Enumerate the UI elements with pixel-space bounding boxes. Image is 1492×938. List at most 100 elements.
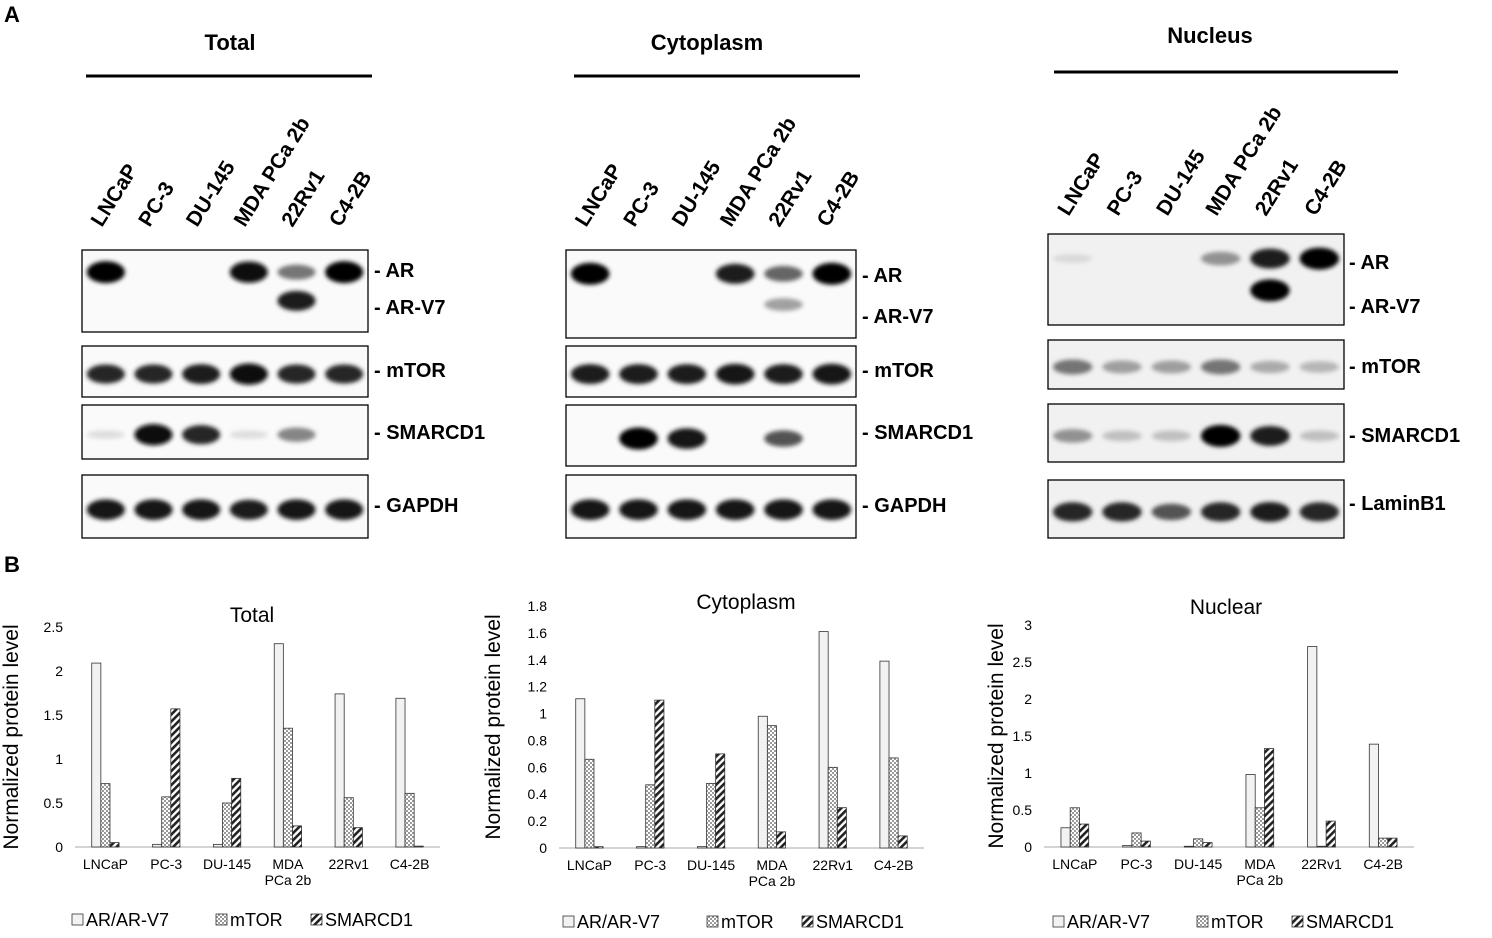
band — [1102, 360, 1142, 374]
bar-smarcd1-du-145 — [715, 753, 726, 849]
legend-swatch-smarcd1 — [310, 913, 323, 926]
bar-smarcd1-mda-pca-2b — [776, 831, 787, 849]
x-tick-label: PC-3 — [634, 857, 666, 873]
bar-mtor-22rv1 — [343, 797, 354, 848]
bar-ar-ar-v7-22rv1 — [818, 631, 829, 849]
band — [1250, 425, 1290, 446]
bar-mtor-lncap — [1069, 807, 1080, 848]
x-tick-label: PCa 2b — [749, 873, 796, 889]
blot-strip-ar — [565, 249, 857, 339]
legend-label-mtor: mTOR — [1211, 912, 1264, 932]
band-label-mtor: - mTOR — [1349, 356, 1421, 378]
bar-smarcd1-22rv1 — [1325, 820, 1336, 848]
y-tick-label: 0.5 — [1013, 802, 1033, 818]
band — [812, 499, 852, 520]
x-tick-label: PC-3 — [150, 856, 182, 872]
blot-strip-smarcd1 — [81, 404, 369, 460]
legend-label-mtor: mTOR — [230, 910, 283, 930]
band — [182, 364, 221, 384]
x-tick-label: LNCaP — [83, 856, 128, 872]
bar-chart-cytoplasm: Cytoplasm Normalized protein level 0 0.2 0.4… — [482, 591, 924, 932]
band — [1299, 247, 1340, 270]
band — [619, 499, 658, 520]
bar-mtor-du-145 — [222, 802, 233, 848]
band-label-gapdh: - GAPDH — [862, 495, 946, 517]
band — [619, 364, 658, 384]
band — [1102, 502, 1142, 522]
band-label-smarcd1: - SMARCD1 — [374, 422, 485, 444]
y-tick-label: 0 — [1024, 839, 1032, 855]
bar-smarcd1-pc-3 — [170, 708, 181, 848]
band — [667, 499, 707, 520]
band — [764, 430, 803, 447]
lane-label-22rv1: 22Rv1 — [1251, 155, 1303, 220]
bar-mtor-pc-3 — [645, 784, 656, 849]
bar-smarcd1-22rv1 — [836, 807, 847, 849]
bar-mtor-du-145 — [1193, 838, 1204, 848]
legend-label-mtor: mTOR — [721, 912, 774, 932]
bar-smarcd1-22rv1 — [352, 827, 363, 848]
band-label-ar-v7: - AR-V7 — [1349, 296, 1420, 318]
legend-label-smarcd1: SMARCD1 — [1306, 912, 1394, 932]
bar-ar-ar-v7-mda-pca-2b — [1245, 774, 1256, 848]
y-tick-label: 1.8 — [528, 598, 548, 614]
band — [277, 290, 316, 311]
band — [764, 364, 803, 384]
band — [134, 424, 173, 446]
band-label-gapdh: - GAPDH — [374, 495, 458, 517]
lane-label-22rv1: 22Rv1 — [277, 166, 329, 231]
y-tick-label: 0 — [539, 840, 547, 856]
x-tick-label: MDA — [272, 856, 304, 872]
panel-label-a: A — [4, 2, 20, 27]
legend-swatch-ar-ar-v7 — [562, 915, 575, 928]
bar-mtor-mda-pca-2b — [1254, 807, 1265, 848]
y-tick-label: 3 — [1024, 617, 1032, 633]
bar-ar-ar-v7-pc-3 — [152, 843, 163, 848]
chart-title: Cytoplasm — [696, 591, 795, 614]
bar-chart-total: Total Normalized protein level 0 0.5 1 1.5 2 2.… — [0, 604, 440, 930]
legend-swatch-smarcd1 — [801, 915, 814, 928]
y-axis-label: Normalized protein level — [985, 623, 1008, 848]
blot-strip-mtor — [1047, 339, 1345, 390]
bar-smarcd1-c4-2b — [897, 835, 908, 849]
panel-label-b: B — [4, 552, 20, 577]
y-tick-label: 1.6 — [528, 625, 548, 641]
band — [1052, 502, 1093, 522]
band — [277, 499, 316, 520]
band-label-ar: - AR — [862, 265, 903, 287]
blot-strip-mtor — [81, 345, 369, 398]
bar-smarcd1-lncap — [109, 842, 120, 848]
band — [764, 298, 803, 312]
band — [86, 364, 125, 384]
band — [229, 261, 268, 283]
y-tick-label: 0 — [55, 839, 63, 855]
band — [1151, 503, 1192, 521]
legend-swatch-mtor — [1196, 915, 1209, 928]
band-label-mtor: - mTOR — [862, 360, 934, 382]
bar-smarcd1-mda-pca-2b — [292, 825, 303, 848]
y-tick-label: 1.5 — [44, 707, 64, 723]
bar-smarcd1-pc-3 — [1140, 840, 1151, 848]
lane-label-c4-2b: C4-2B — [325, 167, 377, 231]
band — [134, 364, 173, 384]
bar-smarcd1-du-145 — [1202, 842, 1213, 848]
band — [229, 363, 268, 385]
band — [277, 427, 316, 442]
x-tick-label: C4-2B — [390, 856, 430, 872]
x-tick-label: C4-2B — [1363, 856, 1403, 872]
y-tick-label: 1 — [55, 751, 63, 767]
bar-mtor-22rv1 — [827, 766, 838, 849]
band-label-ar-v7: - AR-V7 — [374, 297, 445, 319]
blot-strip-smarcd1 — [565, 404, 857, 467]
bar-mtor-du-145 — [706, 783, 717, 849]
band-label-ar: - AR — [374, 260, 415, 282]
y-tick-label: 2 — [1024, 691, 1032, 707]
band — [325, 261, 364, 284]
bar-smarcd1-lncap — [593, 846, 604, 849]
x-tick-label: PCa 2b — [265, 872, 312, 888]
y-tick-label: 0.5 — [44, 795, 64, 811]
band — [229, 499, 268, 520]
band — [182, 425, 221, 445]
bar-smarcd1-du-145 — [231, 777, 242, 848]
lane-label-c4-2b: C4-2B — [1300, 156, 1352, 220]
